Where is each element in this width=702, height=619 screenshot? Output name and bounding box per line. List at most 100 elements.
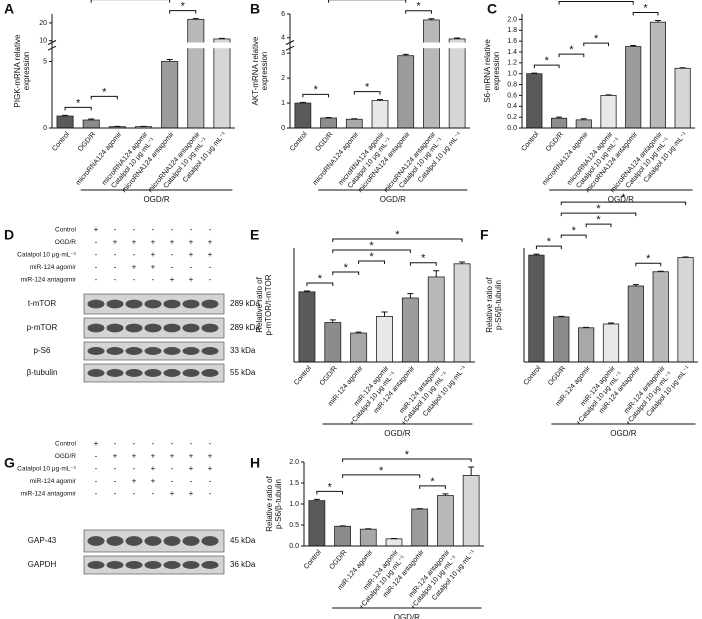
condition-sign: -	[95, 489, 98, 498]
condition-label: Control	[55, 441, 77, 448]
x-tick-label: Control	[289, 131, 309, 153]
panel-label: A	[4, 1, 14, 17]
blot-band	[87, 369, 105, 377]
significance-bracket	[332, 238, 463, 242]
blot-band	[163, 347, 181, 355]
y-tick-label: 1	[281, 100, 285, 107]
condition-label: Catalpol 10 μg·mL⁻¹	[17, 466, 77, 473]
blot-band	[125, 299, 143, 309]
significance-bracket	[583, 42, 609, 47]
condition-sign: -	[114, 489, 117, 498]
y-tick-label: 0.5	[289, 522, 299, 529]
x-tick-label: OGD/R	[319, 365, 339, 387]
x-tick-label: OGD/R	[314, 131, 334, 153]
condition-sign: -	[114, 439, 117, 448]
bar	[526, 73, 543, 129]
y-tick-label: 0.0	[507, 125, 517, 132]
bar	[213, 38, 231, 129]
blot-band	[163, 323, 181, 333]
y-tick-label: 10	[39, 38, 47, 45]
condition-sign: +	[170, 275, 175, 284]
bar	[161, 61, 179, 129]
y-axis-title: AKT-mRNA relative	[251, 36, 260, 105]
bar	[600, 95, 617, 129]
significance-label: *	[621, 192, 626, 204]
y-tick-label: 20	[39, 20, 47, 27]
error-bar	[218, 37, 225, 39]
group-label: OGD/R	[394, 613, 420, 619]
band-size: 55 kDa	[230, 368, 256, 377]
blot-band	[182, 536, 200, 546]
x-tick-label: Control	[303, 549, 323, 571]
bar	[649, 21, 666, 129]
error-bar	[329, 319, 336, 323]
x-tick-label: Control	[51, 131, 71, 153]
band-label: GAPDH	[28, 560, 57, 569]
bar	[423, 19, 440, 129]
condition-sign: +	[189, 452, 194, 461]
significance-label: *	[369, 251, 374, 263]
condition-label: OGD/R	[55, 239, 77, 246]
condition-sign: -	[114, 275, 117, 284]
significance-label: *	[430, 476, 435, 488]
blot-band	[106, 536, 124, 546]
condition-sign: +	[189, 275, 194, 284]
error-bar	[468, 466, 475, 476]
condition-sign: +	[151, 477, 156, 486]
panel-label: B	[250, 1, 260, 17]
significance-label: *	[318, 273, 323, 285]
significance-label: *	[547, 236, 552, 248]
condition-label: miR-124 agomir	[30, 478, 77, 485]
condition-sign: -	[95, 464, 98, 473]
y-tick-label: 0	[43, 125, 47, 132]
significance-label: *	[569, 44, 574, 56]
blot-band	[87, 536, 105, 546]
y-axis-title: PIGK-mRNA relative	[13, 34, 22, 107]
condition-sign: -	[152, 439, 155, 448]
significance-label: *	[181, 1, 186, 13]
blot-band	[163, 299, 181, 309]
x-tick-label: OGD/R	[545, 131, 565, 153]
blot-band	[182, 369, 200, 377]
condition-sign: +	[132, 452, 137, 461]
significance-bracket	[358, 260, 385, 264]
blot-band	[201, 536, 219, 546]
bar	[334, 525, 351, 547]
y-tick-label: 1.0	[507, 71, 517, 78]
condition-sign: -	[190, 439, 193, 448]
error-bar	[433, 270, 440, 277]
y-axis-title: p-mTOR/t-mTOR	[264, 274, 273, 335]
bar	[627, 285, 644, 363]
significance-label: *	[344, 262, 349, 274]
blot-band	[87, 323, 105, 333]
blot-band	[125, 561, 143, 569]
error-bar	[377, 99, 383, 101]
condition-sign: -	[171, 477, 174, 486]
significance-bracket	[632, 12, 659, 16]
condition-sign: +	[151, 452, 156, 461]
x-tick-label: OGD/R	[547, 365, 567, 387]
condition-sign: -	[95, 275, 98, 284]
band-label: t-mTOR	[28, 299, 57, 308]
condition-label: Catalpol 10 μg·mL⁻¹	[17, 252, 77, 259]
blot-band	[125, 323, 143, 333]
x-tick-label: OGD/R	[328, 549, 348, 571]
error-bar	[442, 493, 449, 496]
significance-bracket	[635, 262, 662, 267]
panel-label: D	[4, 227, 14, 243]
bar	[376, 315, 393, 363]
condition-sign: +	[208, 464, 213, 473]
condition-sign: +	[170, 238, 175, 247]
y-axis-title: expression	[492, 52, 501, 91]
condition-sign: +	[132, 263, 137, 272]
condition-sign: -	[133, 225, 136, 234]
significance-label: *	[369, 240, 374, 252]
band-size: 45 kDa	[230, 536, 256, 545]
blot-band	[201, 561, 219, 569]
significance-bracket	[560, 212, 637, 217]
significance-bracket	[558, 1, 634, 5]
blot-band	[144, 536, 162, 546]
y-tick-label: 1.6	[507, 38, 517, 45]
blot-band	[163, 561, 181, 569]
